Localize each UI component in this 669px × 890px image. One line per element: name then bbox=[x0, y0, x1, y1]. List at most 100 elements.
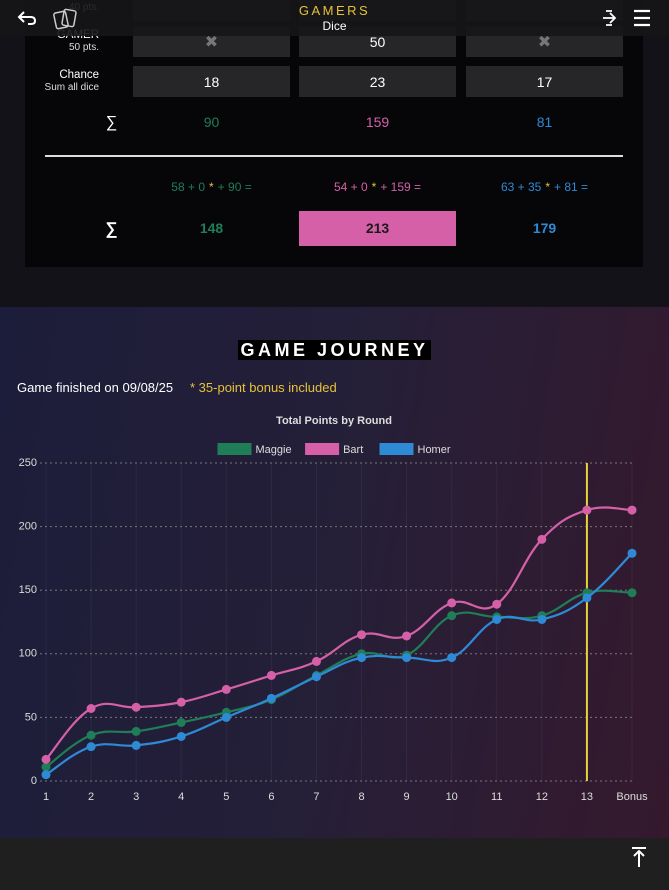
formula: 63 + 35 * + 81 = bbox=[466, 180, 623, 194]
series-line bbox=[45, 506, 633, 761]
x-tick-label: 11 bbox=[491, 791, 502, 803]
x-tick-label: 10 bbox=[446, 791, 458, 803]
legend-label: Bart bbox=[343, 444, 363, 456]
data-point bbox=[86, 742, 96, 752]
y-tick-label: 250 bbox=[19, 457, 37, 469]
data-point bbox=[582, 505, 592, 515]
data-point bbox=[582, 593, 592, 603]
data-point bbox=[41, 770, 51, 780]
top-bar: GAMERS Dice bbox=[0, 0, 669, 36]
formula-bonus: * bbox=[371, 180, 377, 194]
formula-rest: + 159 = bbox=[380, 180, 422, 194]
formula-bonus: * bbox=[545, 180, 550, 194]
data-point bbox=[221, 684, 231, 694]
formula-base: 54 + 0 bbox=[333, 180, 368, 194]
x-tick-label: 1 bbox=[43, 791, 49, 803]
scroll-top-button[interactable] bbox=[630, 846, 648, 868]
legend-label: Maggie bbox=[256, 444, 292, 456]
sum-symbol: ∑ bbox=[105, 114, 118, 131]
data-point bbox=[311, 672, 321, 682]
chart: Total Points by Round Maggie Bart Homer 0 50 1… bbox=[19, 415, 648, 803]
legend-swatch bbox=[217, 443, 252, 455]
data-point bbox=[266, 670, 276, 680]
bonus-note: * 35-point bonus included bbox=[190, 380, 337, 395]
x-tick-label: 4 bbox=[178, 791, 184, 803]
y-tick-label: 200 bbox=[19, 521, 37, 533]
data-point bbox=[266, 693, 276, 703]
data-point bbox=[131, 726, 141, 736]
winner-total: 213 bbox=[299, 211, 456, 246]
data-point bbox=[447, 598, 457, 608]
score-cell: 18 bbox=[133, 66, 290, 97]
journey-section: GAME JOURNEY Game finished on 09/08/25 *… bbox=[0, 307, 669, 838]
formula-base: 58 + 0 bbox=[171, 180, 205, 194]
formula-bonus: * bbox=[209, 180, 214, 194]
data-point bbox=[357, 630, 367, 640]
data-point bbox=[176, 731, 186, 741]
data-point bbox=[627, 505, 637, 515]
formula: 58 + 0 * + 90 = bbox=[133, 180, 290, 194]
data-point bbox=[492, 614, 502, 624]
data-point bbox=[447, 653, 457, 663]
formula-rest: + 81 = bbox=[554, 180, 589, 194]
y-tick-label: 0 bbox=[31, 775, 37, 787]
x-tick-label: 5 bbox=[223, 791, 229, 803]
data-point bbox=[311, 656, 321, 666]
data-point bbox=[176, 717, 186, 727]
data-point bbox=[447, 611, 457, 621]
data-point bbox=[402, 631, 412, 641]
total: 179 bbox=[532, 220, 557, 236]
x-tick-label: 8 bbox=[358, 791, 364, 803]
subtotal: 90 bbox=[203, 114, 220, 130]
series-line bbox=[45, 589, 633, 768]
finished-date: Game finished on 09/08/25 bbox=[17, 380, 174, 395]
row-sublabel: 50 pts. bbox=[68, 42, 99, 53]
x-tick-label: 9 bbox=[404, 791, 410, 803]
app-subtitle: Dice bbox=[322, 19, 347, 33]
legend-label: Homer bbox=[418, 444, 451, 456]
x-tick-label: 7 bbox=[313, 791, 319, 803]
legend-swatch bbox=[379, 443, 414, 455]
legend-swatch bbox=[305, 443, 340, 455]
data-point bbox=[402, 653, 412, 663]
subtotal: 159 bbox=[365, 114, 390, 130]
back-button[interactable] bbox=[16, 9, 38, 27]
y-tick-label: 100 bbox=[19, 648, 37, 660]
data-point bbox=[176, 697, 186, 707]
formula-rest: + 90 = bbox=[217, 180, 252, 194]
x-tick-label: 12 bbox=[536, 791, 548, 803]
x-tick-label: 6 bbox=[268, 791, 274, 803]
row-label: Chance bbox=[59, 69, 99, 81]
sum-symbol: ∑ bbox=[105, 219, 118, 238]
row-sublabel: Sum all dice bbox=[44, 82, 99, 93]
data-point bbox=[86, 730, 96, 740]
x-tick-label: 2 bbox=[88, 791, 94, 803]
app-title: GAMERS bbox=[298, 3, 371, 18]
total: 148 bbox=[199, 220, 224, 236]
journey-title: GAME JOURNEY bbox=[238, 340, 431, 360]
data-point bbox=[41, 754, 51, 764]
data-point bbox=[86, 703, 96, 713]
data-point bbox=[537, 614, 547, 624]
data-point bbox=[492, 599, 502, 609]
menu-icon[interactable] bbox=[632, 8, 652, 28]
y-tick-label: 50 bbox=[25, 711, 37, 723]
data-point bbox=[41, 762, 51, 772]
score-cell: 23 bbox=[299, 66, 456, 97]
y-tick-label: 150 bbox=[19, 584, 37, 596]
data-point bbox=[221, 712, 231, 722]
formula: 54 + 0 * + 159 = bbox=[299, 180, 456, 194]
data-point bbox=[357, 653, 367, 663]
data-point bbox=[627, 588, 637, 598]
score-cell: 17 bbox=[466, 66, 623, 97]
journey-title-wrap: GAME JOURNEY bbox=[0, 340, 669, 361]
data-point bbox=[131, 702, 141, 712]
bottom-bar bbox=[0, 838, 669, 890]
x-tick-label: 13 bbox=[581, 791, 593, 803]
dice-icon[interactable] bbox=[52, 6, 78, 32]
data-point bbox=[627, 548, 637, 558]
exit-icon[interactable] bbox=[600, 8, 620, 28]
formula-base: 63 + 35 bbox=[500, 180, 542, 194]
